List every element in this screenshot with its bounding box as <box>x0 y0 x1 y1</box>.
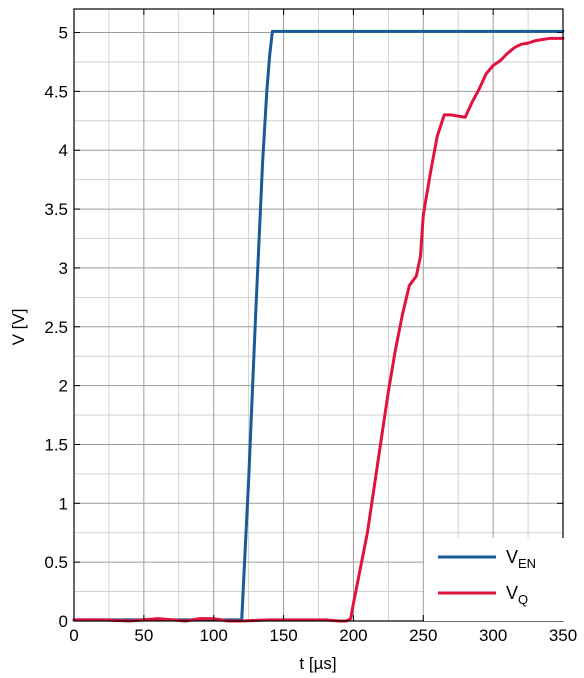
y-tick-label: 1.5 <box>44 435 68 454</box>
x-tick-label: 350 <box>549 626 577 645</box>
legend-label-v-en: VEN <box>506 547 536 571</box>
plot-frame <box>73 8 564 622</box>
y-tick-label: 4 <box>59 141 68 160</box>
y-tick-label: 5 <box>59 24 68 43</box>
legend: VEN VQ <box>424 538 564 621</box>
x-tick-label: 150 <box>269 626 297 645</box>
legend-label-v-en-main: V <box>506 547 518 567</box>
legend-label-v-en-sub: EN <box>518 556 536 571</box>
x-axis-title: t [µs] <box>299 654 336 673</box>
x-tick-label: 100 <box>200 626 228 645</box>
y-tick-label: 3 <box>59 259 68 278</box>
x-tick-labels: 0 50 100 150 200 250 300 350 <box>69 626 577 645</box>
legend-label-v-q: VQ <box>506 583 528 607</box>
y-tick-label: 1 <box>59 494 68 513</box>
tick-marks <box>73 9 564 622</box>
x-tick-label: 250 <box>409 626 437 645</box>
minor-grid <box>74 9 563 621</box>
y-tick-label: 2.5 <box>44 318 68 337</box>
x-tick-label: 0 <box>69 626 78 645</box>
y-tick-labels: 0 0.5 1 1.5 2 2.5 3 3.5 4 4.5 5 <box>44 24 68 631</box>
legend-label-v-q-main: V <box>506 583 518 603</box>
x-tick-label: 200 <box>339 626 367 645</box>
y-tick-label: 0 <box>59 612 68 631</box>
legend-label-v-q-sub: Q <box>518 592 528 607</box>
x-tick-label: 50 <box>134 626 153 645</box>
legend-box <box>424 538 564 621</box>
y-tick-label: 2 <box>59 377 68 396</box>
y-tick-label: 3.5 <box>44 200 68 219</box>
y-axis-title: V [V] <box>9 309 28 346</box>
y-tick-label: 4.5 <box>44 82 68 101</box>
x-tick-label: 300 <box>479 626 507 645</box>
y-tick-label: 0.5 <box>44 553 68 572</box>
